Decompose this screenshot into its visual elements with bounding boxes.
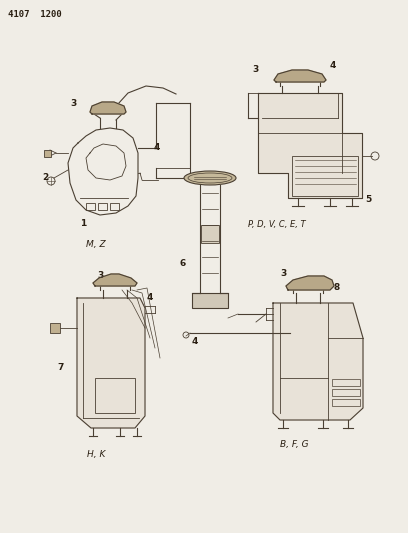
Polygon shape [258, 93, 362, 198]
Text: 5: 5 [365, 196, 371, 205]
Text: 3: 3 [252, 66, 258, 75]
Bar [332, 379, 360, 386]
Polygon shape [93, 274, 137, 286]
Ellipse shape [184, 171, 236, 185]
Text: 2: 2 [42, 174, 48, 182]
Text: 4: 4 [330, 61, 336, 70]
Bar [201, 225, 219, 243]
Text: H, K: H, K [87, 450, 105, 459]
Bar [98, 203, 107, 210]
Polygon shape [274, 70, 326, 82]
Text: 3: 3 [70, 99, 76, 108]
Bar [86, 203, 95, 210]
Bar [292, 156, 358, 196]
Polygon shape [273, 303, 363, 420]
Bar [44, 150, 51, 157]
Text: M, Z: M, Z [86, 240, 106, 249]
Text: 7: 7 [57, 364, 63, 373]
Text: 4: 4 [154, 143, 160, 152]
Bar [110, 203, 119, 210]
Polygon shape [77, 298, 145, 428]
Text: P, D, V, C, E, T: P, D, V, C, E, T [248, 220, 306, 229]
Text: 4107  1200: 4107 1200 [8, 10, 62, 19]
Bar [332, 389, 360, 396]
Text: 4: 4 [192, 336, 198, 345]
Text: 4: 4 [147, 294, 153, 303]
Polygon shape [286, 276, 334, 290]
Text: 1: 1 [80, 219, 86, 228]
Text: 6: 6 [180, 259, 186, 268]
Text: B, F, G: B, F, G [280, 440, 308, 449]
Text: 8: 8 [334, 284, 340, 293]
Bar [95, 378, 135, 413]
Polygon shape [90, 102, 126, 114]
Bar [192, 293, 228, 308]
Bar [50, 323, 60, 333]
Text: 3: 3 [280, 270, 286, 279]
Bar [332, 399, 360, 406]
Text: 3: 3 [97, 271, 103, 280]
